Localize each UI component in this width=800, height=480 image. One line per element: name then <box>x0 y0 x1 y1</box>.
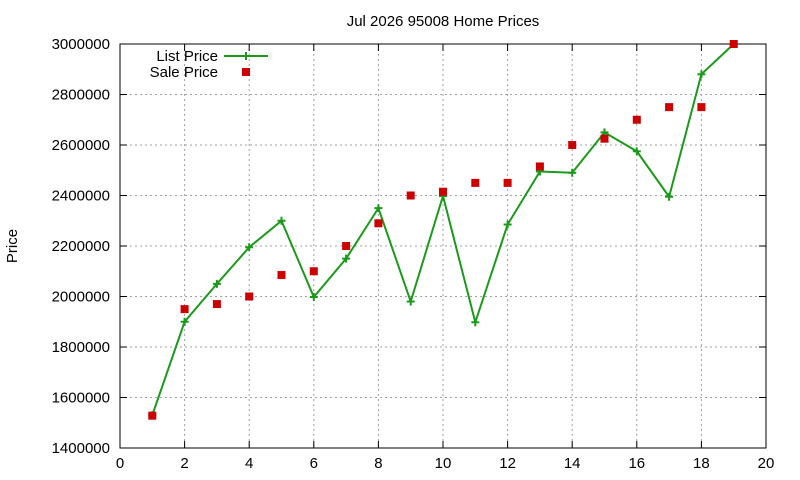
series-sale-price <box>148 40 738 420</box>
data-point-square <box>600 134 609 143</box>
data-point-square <box>535 162 544 171</box>
data-point-square <box>439 187 447 196</box>
data-point-square <box>632 115 641 124</box>
y-tick-label: 2000000 <box>52 289 110 306</box>
legend-label-list-price: List Price <box>156 48 218 65</box>
legend: List Price Sale Price <box>150 48 268 81</box>
series <box>148 40 738 420</box>
y-tick-label: 2800000 <box>52 87 110 104</box>
legend-swatch-cross <box>242 52 250 60</box>
data-point-cross <box>180 317 189 326</box>
y-tick-label: 1600000 <box>52 390 110 407</box>
y-tick-label: 3000000 <box>52 36 110 53</box>
x-tick-label: 0 <box>116 455 124 472</box>
y-tick-label: 2200000 <box>52 238 110 255</box>
chart-title: Jul 2026 95008 Home Prices <box>347 13 540 30</box>
data-point-square <box>245 292 254 301</box>
x-tick-label: 6 <box>310 455 318 472</box>
x-tick-label: 2 <box>180 455 188 472</box>
data-point-cross <box>665 192 674 201</box>
legend-label-sale-price: Sale Price <box>150 64 218 81</box>
data-point-square <box>729 40 738 48</box>
data-point-square <box>697 103 706 112</box>
y-tick-label: 2400000 <box>52 188 110 205</box>
data-point-square <box>471 178 480 187</box>
ticks: 0 2 4 6 8 10 12 14 16 18 20 1400000 1600000 1800000 20… <box>52 36 775 472</box>
data-point-cross <box>245 243 254 252</box>
data-point-cross <box>503 220 512 229</box>
y-axis-label: Price <box>4 229 21 263</box>
data-point-cross <box>568 168 577 177</box>
x-tick-label: 20 <box>758 455 775 472</box>
data-point-cross <box>406 297 415 306</box>
data-point-cross <box>309 293 318 302</box>
x-tick-label: 4 <box>245 455 253 472</box>
y-tick-label: 1400000 <box>52 440 110 457</box>
data-point-square <box>277 271 286 280</box>
data-point-square <box>148 411 157 420</box>
legend-swatch-square <box>242 68 250 76</box>
data-point-cross <box>471 318 480 327</box>
data-point-square <box>212 300 221 309</box>
x-tick-label: 14 <box>564 455 581 472</box>
data-point-cross <box>697 70 706 79</box>
data-point-square <box>568 141 577 149</box>
series-list-price <box>148 40 738 420</box>
data-point-square <box>406 191 415 200</box>
x-tick-label: 10 <box>435 455 452 472</box>
y-tick-label: 1800000 <box>52 339 110 356</box>
data-point-square <box>665 103 674 112</box>
data-point-cross <box>342 254 351 263</box>
data-point-square <box>342 242 351 250</box>
y-tick-label: 2600000 <box>52 137 110 154</box>
x-tick-label: 16 <box>628 455 645 472</box>
x-tick-label: 12 <box>499 455 516 472</box>
data-point-cross <box>374 204 383 213</box>
data-point-cross <box>212 279 221 288</box>
x-tick-label: 18 <box>693 455 710 472</box>
data-point-square <box>503 178 512 187</box>
x-tick-label: 8 <box>374 455 382 472</box>
data-point-cross <box>277 216 286 225</box>
data-point-square <box>309 267 318 276</box>
data-point-square <box>374 219 383 228</box>
data-point-cross <box>632 147 641 156</box>
data-point-square <box>180 305 189 314</box>
